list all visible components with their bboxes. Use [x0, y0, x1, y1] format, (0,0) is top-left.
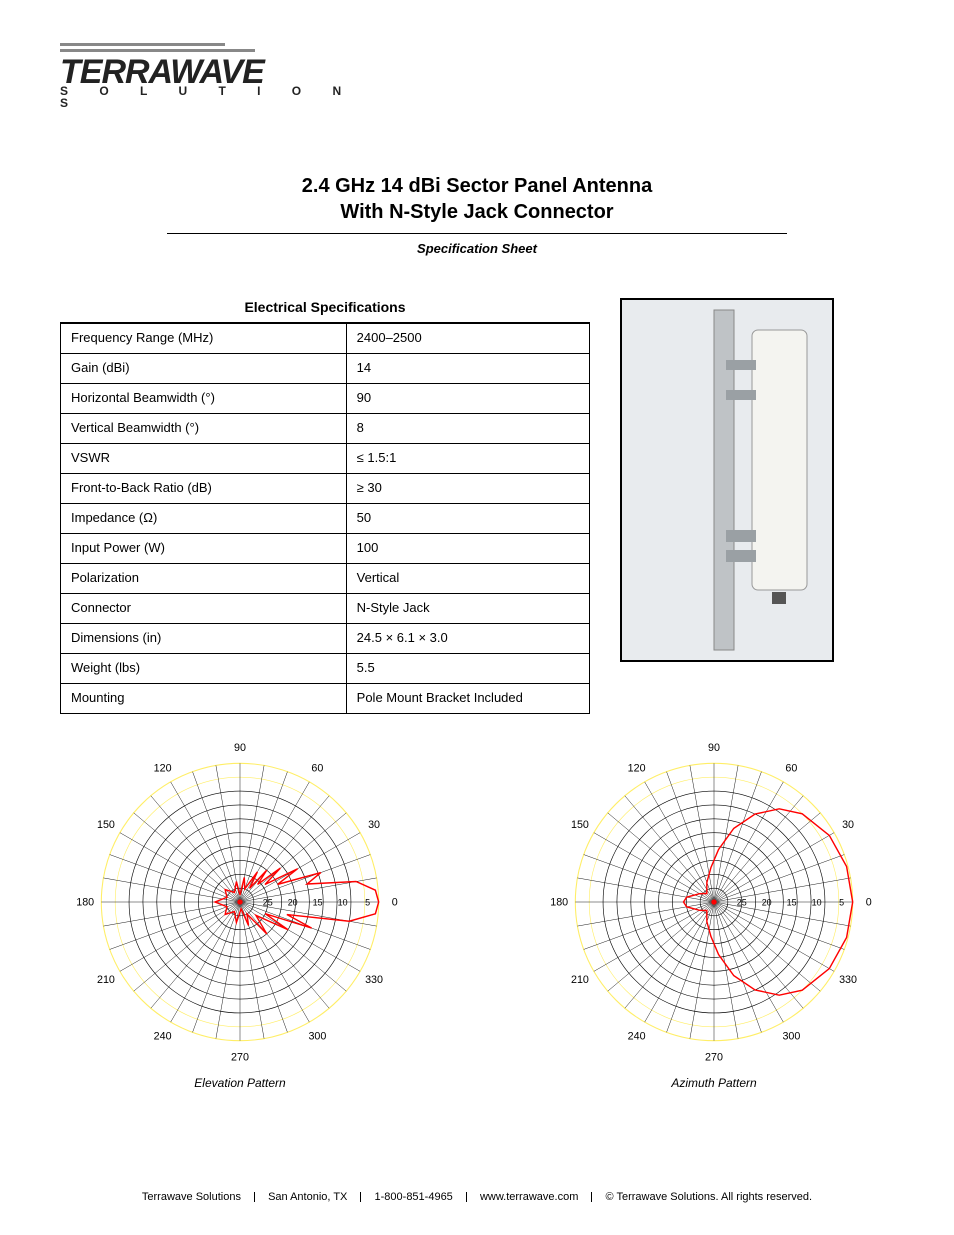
table-cell: 2400–2500 — [346, 323, 589, 353]
svg-text:30: 30 — [368, 819, 380, 831]
page-footer: Terrawave Solutions San Antonio, TX 1-80… — [0, 1190, 954, 1205]
table-cell: Mounting — [61, 683, 347, 713]
title-block: 2.4 GHz 14 dBi Sector Panel Antenna With… — [60, 173, 894, 258]
svg-text:60: 60 — [785, 762, 797, 774]
table-cell: Vertical — [346, 563, 589, 593]
page-subtitle: Specification Sheet — [60, 240, 894, 258]
table-row: MountingPole Mount Bracket Included — [61, 683, 590, 713]
table-cell: Connector — [61, 593, 347, 623]
footer-web: www.terrawave.com — [480, 1191, 578, 1203]
svg-text:10: 10 — [338, 897, 348, 907]
table-row: Impedance (Ω)50 — [61, 503, 590, 533]
svg-text:210: 210 — [97, 974, 115, 986]
svg-text:300: 300 — [308, 1030, 326, 1042]
svg-text:90: 90 — [708, 742, 720, 754]
svg-text:25: 25 — [263, 897, 273, 907]
svg-text:240: 240 — [628, 1030, 646, 1042]
svg-text:15: 15 — [313, 897, 323, 907]
table-cell: Frequency Range (MHz) — [61, 323, 347, 353]
table-cell: VSWR — [61, 443, 347, 473]
page-title-line1: 2.4 GHz 14 dBi Sector Panel Antenna — [60, 173, 894, 199]
table-cell: Gain (dBi) — [61, 353, 347, 383]
table-row: Dimensions (in)24.5 × 6.1 × 3.0 — [61, 623, 590, 653]
footer-company: Terrawave Solutions — [142, 1191, 241, 1203]
brand-name: TERRAWAVE — [60, 55, 360, 89]
svg-text:5: 5 — [365, 897, 370, 907]
svg-text:180: 180 — [76, 896, 94, 908]
table-cell: Polarization — [61, 563, 347, 593]
svg-text:0: 0 — [392, 896, 398, 908]
table-cell: 5.5 — [346, 653, 589, 683]
table-cell: 100 — [346, 533, 589, 563]
table-cell: 50 — [346, 503, 589, 533]
table-cell: N-Style Jack — [346, 593, 589, 623]
page-title-line2: With N-Style Jack Connector — [60, 199, 894, 225]
footer-phone: 1-800-851-4965 — [375, 1191, 453, 1203]
svg-text:330: 330 — [365, 974, 383, 986]
elevation-chart-label: Elevation Pattern — [194, 1076, 285, 1090]
footer-rights: © Terrawave Solutions. All rights reserv… — [605, 1191, 812, 1203]
svg-text:120: 120 — [628, 762, 646, 774]
table-cell: Front-to-Back Ratio (dB) — [61, 473, 347, 503]
table-cell: ≥ 30 — [346, 473, 589, 503]
spec-table: Electrical Specifications Frequency Rang… — [60, 298, 590, 714]
table-row: Front-to-Back Ratio (dB)≥ 30 — [61, 473, 590, 503]
azimuth-chart-label: Azimuth Pattern — [671, 1076, 756, 1090]
table-row: Weight (lbs)5.5 — [61, 653, 590, 683]
svg-text:60: 60 — [311, 762, 323, 774]
table-cell: Horizontal Beamwidth (°) — [61, 383, 347, 413]
table-row: PolarizationVertical — [61, 563, 590, 593]
svg-text:20: 20 — [762, 897, 772, 907]
table-cell: Impedance (Ω) — [61, 503, 347, 533]
table-cell: 14 — [346, 353, 589, 383]
svg-text:5: 5 — [839, 897, 844, 907]
table-cell: Dimensions (in) — [61, 623, 347, 653]
svg-text:270: 270 — [231, 1051, 249, 1063]
table-row: Frequency Range (MHz)2400–2500 — [61, 323, 590, 353]
svg-text:150: 150 — [571, 819, 589, 831]
elevation-chart: 0 30 60 90 120 150 180 210 240 270 300 330 5 10 15 20 25… — [60, 732, 420, 1090]
svg-text:10: 10 — [812, 897, 822, 907]
svg-text:90: 90 — [234, 742, 246, 754]
table-row: VSWR≤ 1.5:1 — [61, 443, 590, 473]
svg-text:300: 300 — [782, 1030, 800, 1042]
table-cell: 24.5 × 6.1 × 3.0 — [346, 623, 589, 653]
table-cell: Pole Mount Bracket Included — [346, 683, 589, 713]
table-row: Input Power (W)100 — [61, 533, 590, 563]
svg-text:20: 20 — [288, 897, 298, 907]
table-cell: Vertical Beamwidth (°) — [61, 413, 347, 443]
table-cell: 8 — [346, 413, 589, 443]
title-rule — [167, 233, 787, 234]
table-row: Horizontal Beamwidth (°)90 — [61, 383, 590, 413]
table-row: Vertical Beamwidth (°)8 — [61, 413, 590, 443]
table-cell: ≤ 1.5:1 — [346, 443, 589, 473]
svg-text:15: 15 — [787, 897, 797, 907]
svg-text:150: 150 — [97, 819, 115, 831]
spec-table-caption: Electrical Specifications — [60, 298, 590, 323]
svg-text:210: 210 — [571, 974, 589, 986]
svg-text:180: 180 — [550, 896, 568, 908]
table-cell: 90 — [346, 383, 589, 413]
svg-text:120: 120 — [154, 762, 172, 774]
azimuth-chart: 0 30 60 90 120 150 180 210 240 270 300 330 5 10 15 20 25… — [534, 732, 894, 1090]
svg-text:0: 0 — [866, 896, 872, 908]
antenna-illustration — [622, 300, 832, 660]
brand-logo: TERRAWAVE S O L U T I O N S — [60, 43, 360, 133]
table-row: Gain (dBi)14 — [61, 353, 590, 383]
svg-text:30: 30 — [842, 819, 854, 831]
svg-text:270: 270 — [705, 1051, 723, 1063]
table-cell: Input Power (W) — [61, 533, 347, 563]
table-cell: Weight (lbs) — [61, 653, 347, 683]
footer-address: San Antonio, TX — [268, 1191, 347, 1203]
svg-text:240: 240 — [154, 1030, 172, 1042]
product-photo — [620, 298, 834, 662]
table-row: ConnectorN-Style Jack — [61, 593, 590, 623]
svg-text:25: 25 — [737, 897, 747, 907]
svg-text:330: 330 — [839, 974, 857, 986]
